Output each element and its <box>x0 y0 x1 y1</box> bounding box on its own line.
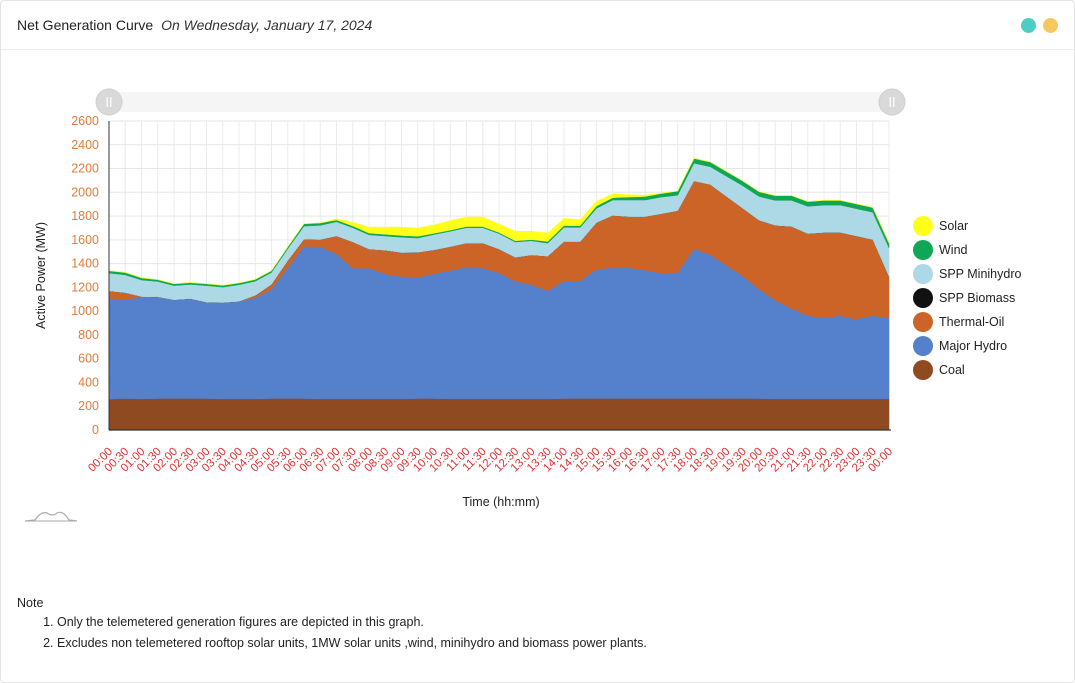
legend-item-spp-biomass[interactable]: SPP Biomass <box>913 286 1021 310</box>
legend-swatch <box>913 360 933 380</box>
note-item: Excludes non telemetered rooftop solar u… <box>57 635 647 651</box>
y-tick-label: 1400 <box>71 257 99 271</box>
y-tick-label: 2600 <box>71 114 99 128</box>
y-axis-title: Active Power (MW) <box>34 222 48 329</box>
note-item: Only the telemetered generation figures … <box>57 614 647 630</box>
legend-swatch <box>913 312 933 332</box>
legend-label: Coal <box>939 363 965 377</box>
legend-item-solar[interactable]: Solar <box>913 214 1021 238</box>
chart-title: Net Generation Curve On Wednesday, Janua… <box>17 17 372 33</box>
legend-swatch <box>913 264 933 284</box>
note-section: Note Only the telemetered generation fig… <box>17 596 647 656</box>
y-tick-label: 1000 <box>71 304 99 318</box>
chart-areas <box>108 158 890 431</box>
navigator-right-handle[interactable] <box>878 88 906 116</box>
y-tick-label: 1600 <box>71 233 99 247</box>
legend-item-thermal-oil[interactable]: Thermal-Oil <box>913 310 1021 334</box>
y-tick-label: 1200 <box>71 280 99 294</box>
note-list: Only the telemetered generation figures … <box>17 614 647 651</box>
series-area-coal[interactable] <box>108 398 890 431</box>
y-tick-label: 600 <box>78 352 99 366</box>
yellow-dot-icon[interactable] <box>1043 18 1058 33</box>
legend-item-wind[interactable]: Wind <box>913 238 1021 262</box>
y-tick-label: 200 <box>78 399 99 413</box>
legend-label: Solar <box>939 219 969 233</box>
legend-swatch <box>913 240 933 260</box>
y-tick-label: 1800 <box>71 209 99 223</box>
legend-swatch <box>913 336 933 356</box>
legend-item-spp-minihydro[interactable]: SPP Minihydro <box>913 262 1021 286</box>
chart-axes: 0 200 400 600 800 1000 1200 1400 1600 1800 2000 220… <box>34 114 895 509</box>
legend-swatch <box>913 216 933 236</box>
legend-label: Major Hydro <box>939 339 1008 353</box>
chart-logo-icon <box>24 511 78 522</box>
y-tick-label: 2000 <box>71 185 99 199</box>
teal-dot-icon[interactable] <box>1021 18 1036 33</box>
y-tick-label: 2400 <box>71 138 99 152</box>
legend-label: Thermal-Oil <box>939 315 1005 329</box>
net-generation-chart: 0 200 400 600 800 1000 1200 1400 1600 1800 2000 220… <box>34 88 906 509</box>
legend-label: SPP Biomass <box>939 291 1016 305</box>
chart-title-text: Net Generation Curve <box>17 17 154 33</box>
chart-date-subtitle: On Wednesday, January 17, 2024 <box>161 17 373 33</box>
legend-label: Wind <box>939 243 968 257</box>
legend-item-coal[interactable]: Coal <box>913 358 1021 382</box>
y-tick-label: 2200 <box>71 162 99 176</box>
x-axis-title: Time (hh:mm) <box>462 495 539 509</box>
chart-legend: Solar Wind SPP Minihydro SPP Biomass Thermal… <box>913 214 1021 382</box>
legend-swatch <box>913 288 933 308</box>
y-tick-label: 400 <box>78 375 99 389</box>
legend-item-major-hydro[interactable]: Major Hydro <box>913 334 1021 358</box>
navigator-track[interactable] <box>111 92 891 112</box>
note-heading: Note <box>17 596 44 610</box>
y-tick-label: 0 <box>92 423 99 437</box>
range-navigator[interactable] <box>95 88 906 116</box>
y-tick-label: 800 <box>78 328 99 342</box>
navigator-left-handle[interactable] <box>95 88 123 116</box>
legend-label: SPP Minihydro <box>939 267 1022 281</box>
card-header: Net Generation Curve On Wednesday, Janua… <box>1 1 1074 50</box>
